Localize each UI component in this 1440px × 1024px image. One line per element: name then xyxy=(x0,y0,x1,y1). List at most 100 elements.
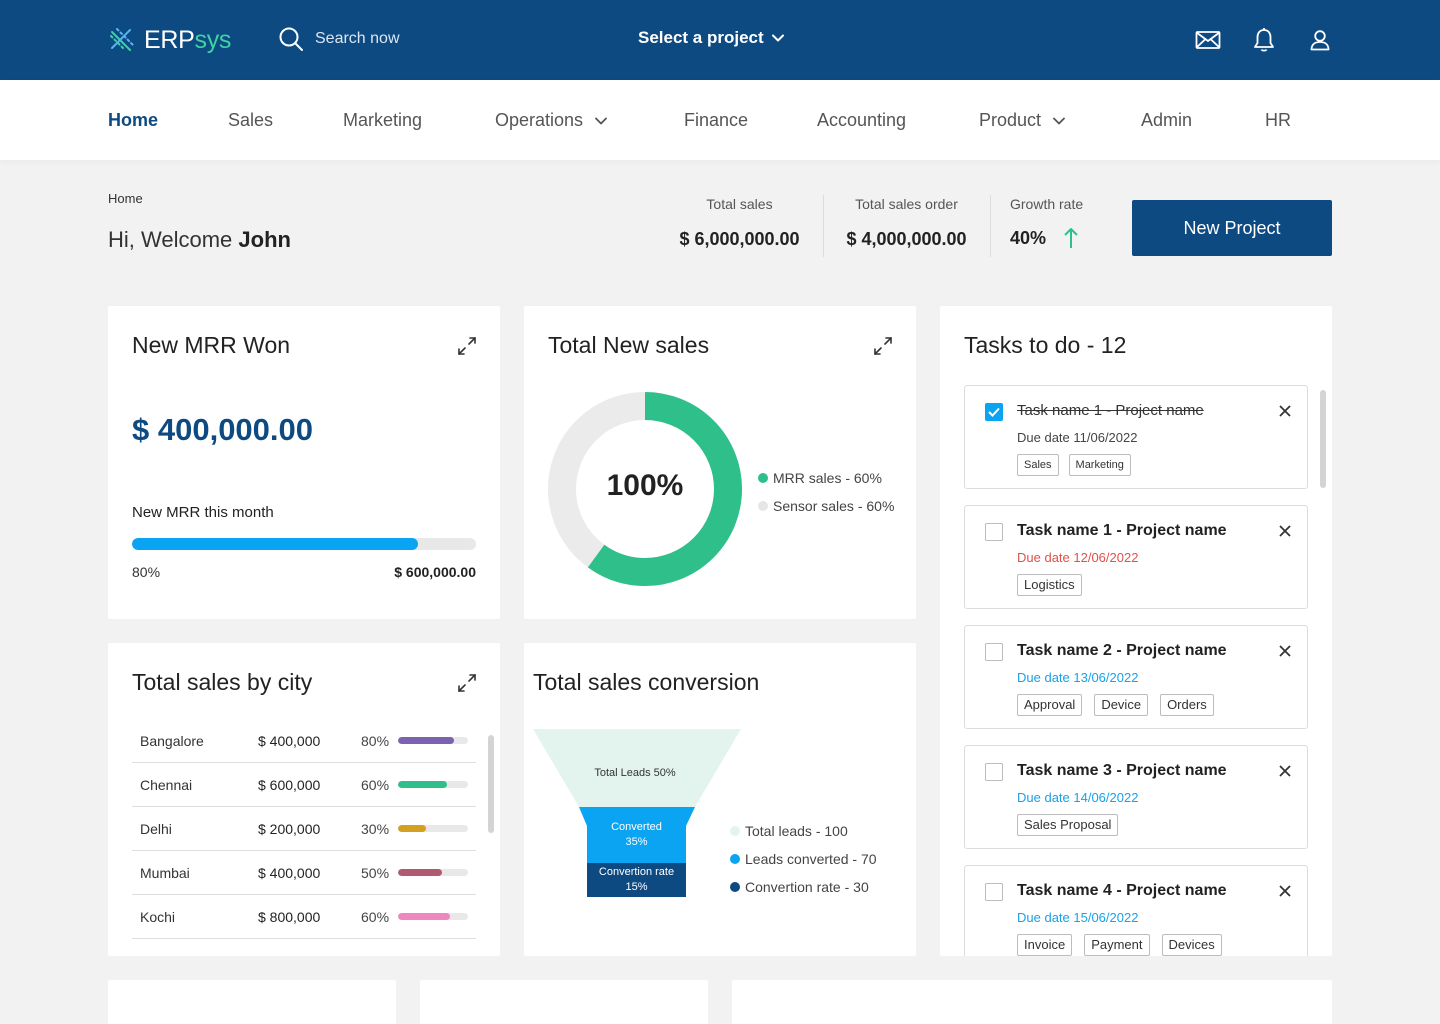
task-list: Task name 1 - Project name Due date 11/0… xyxy=(964,385,1308,956)
table-row: Bangalore $ 400,000 80% xyxy=(132,719,476,763)
task-title: Task name 4 - Project name xyxy=(1017,882,1227,899)
city-bar xyxy=(398,825,468,832)
bell-icon[interactable] xyxy=(1251,27,1277,53)
task-due-date: Due date 13/06/2022 xyxy=(1017,670,1139,685)
task-checkbox[interactable] xyxy=(985,643,1003,661)
task-title: Task name 1 - Project name xyxy=(1017,402,1204,419)
close-icon[interactable] xyxy=(1279,525,1291,537)
task-item: Task name 3 - Project name Due date 14/0… xyxy=(964,745,1308,849)
expand-icon[interactable] xyxy=(873,336,893,356)
nav-finance[interactable]: Finance xyxy=(684,110,749,130)
legend-dot xyxy=(730,826,740,836)
stat-total-sales: Total sales $ 6,000,000.00 xyxy=(676,196,803,250)
project-select-label: Select a project xyxy=(638,28,764,47)
nav-home[interactable]: Home xyxy=(108,110,159,130)
funnel-label-rate: Convertion rate 15% xyxy=(587,865,686,895)
table-row: Chennai $ 600,000 60% xyxy=(132,763,476,807)
task-tag[interactable]: Device xyxy=(1094,694,1149,716)
task-item: Task name 2 - Project name Due date 13/0… xyxy=(964,625,1308,729)
city-amount: $ 800,000 xyxy=(258,908,321,925)
search-bar[interactable]: Search now xyxy=(278,26,400,52)
stat-label: Total sales xyxy=(706,196,773,212)
legend-dot xyxy=(758,501,768,511)
task-tag[interactable]: Devices xyxy=(1161,934,1222,956)
mrr-percent: 80% xyxy=(132,564,161,580)
city-bar-fill xyxy=(398,869,443,876)
card-tasks: Tasks to do - 12 Task name 1 - Project n… xyxy=(940,306,1332,956)
city-amount: $ 400,000 xyxy=(258,864,321,881)
legend-label: Total leads - 100 xyxy=(745,823,848,839)
task-checkbox[interactable] xyxy=(985,523,1003,541)
nav-product[interactable]: Product xyxy=(979,110,1065,131)
nav-accounting[interactable]: Accounting xyxy=(817,110,907,130)
legend-item: Convertion rate - 30 xyxy=(730,879,869,895)
task-due-date: Due date 11/06/2022 xyxy=(1017,430,1138,445)
card-bottom-1 xyxy=(108,980,396,1024)
stat-divider xyxy=(823,195,824,257)
nav-sales[interactable]: Sales xyxy=(228,110,274,130)
nav-hr[interactable]: HR xyxy=(1265,110,1291,130)
task-due-date: Due date 15/06/2022 xyxy=(1017,910,1139,925)
task-checkbox[interactable] xyxy=(985,403,1003,421)
task-tag[interactable]: Logistics xyxy=(1017,574,1082,596)
nav-product-label: Product xyxy=(979,110,1042,130)
legend-dot xyxy=(730,854,740,864)
table-row: Kochi $ 800,000 60% xyxy=(132,895,476,939)
task-tag[interactable]: Marketing xyxy=(1068,454,1131,476)
close-icon[interactable] xyxy=(1279,645,1291,657)
stat-value: $ 6,000,000.00 xyxy=(679,229,800,249)
task-tag[interactable]: Sales xyxy=(1017,454,1059,476)
task-checkbox[interactable] xyxy=(985,763,1003,781)
welcome-message: Hi, Welcome John xyxy=(108,227,291,253)
project-select[interactable]: Select a project xyxy=(638,28,784,48)
app-logo[interactable]: ERPsys xyxy=(108,24,231,56)
close-icon[interactable] xyxy=(1279,405,1291,417)
task-item: Task name 4 - Project name Due date 15/0… xyxy=(964,865,1308,956)
new-project-button[interactable]: New Project xyxy=(1132,200,1332,256)
legend-item: Leads converted - 70 xyxy=(730,851,877,867)
search-icon xyxy=(279,27,303,51)
nav-operations[interactable]: Operations xyxy=(495,110,607,131)
task-tag[interactable]: Payment xyxy=(1084,934,1150,956)
card-bottom-3 xyxy=(732,980,1332,1024)
breadcrumb[interactable]: Home xyxy=(108,191,143,206)
task-tag[interactable]: Orders xyxy=(1160,694,1214,716)
task-tag[interactable]: Approval xyxy=(1017,694,1083,716)
scrollbar[interactable] xyxy=(1320,390,1326,488)
nav-marketing[interactable]: Marketing xyxy=(343,110,423,130)
city-percent: 30% xyxy=(361,820,390,837)
donut-chart xyxy=(548,392,742,586)
legend-item: Total leads - 100 xyxy=(730,823,848,839)
close-icon[interactable] xyxy=(1279,885,1291,897)
user-icon[interactable] xyxy=(1307,27,1333,53)
card-title: Total sales conversion xyxy=(533,669,760,695)
nav-admin[interactable]: Admin xyxy=(1141,110,1193,130)
funnel-label-leads: Total Leads 50% xyxy=(594,767,676,779)
card-bottom-2 xyxy=(420,980,708,1024)
task-tag[interactable]: Sales Proposal xyxy=(1017,814,1119,836)
chevron-down-icon xyxy=(1053,117,1065,124)
city-bar xyxy=(398,781,468,788)
search-input[interactable]: Search now xyxy=(315,30,400,47)
task-tags: Sales Marketing xyxy=(1017,454,1141,476)
city-percent: 60% xyxy=(361,776,390,793)
expand-icon[interactable] xyxy=(457,673,477,693)
close-icon[interactable] xyxy=(1279,765,1291,777)
card-title: Total New sales xyxy=(548,332,710,358)
task-tag[interactable]: Invoice xyxy=(1017,934,1073,956)
stat-label: Growth rate xyxy=(1010,196,1084,212)
legend-label: Leads converted - 70 xyxy=(745,851,877,867)
scrollbar[interactable] xyxy=(488,735,494,833)
stat-label: Total sales order xyxy=(855,196,958,212)
city-bar-fill xyxy=(398,737,454,744)
welcome-prefix: Hi, Welcome xyxy=(108,227,233,252)
city-bar-fill xyxy=(398,825,426,832)
task-checkbox[interactable] xyxy=(985,883,1003,901)
expand-icon[interactable] xyxy=(457,336,477,356)
mail-icon[interactable] xyxy=(1195,27,1221,53)
legend-item: MRR sales - 60% xyxy=(758,470,882,486)
city-bar-fill xyxy=(398,913,450,920)
donut-center-value: 100% xyxy=(606,469,684,502)
legend-label: MRR sales - 60% xyxy=(773,470,882,486)
card-sales-conversion: Total sales conversion Total Leads 50% C… xyxy=(524,643,916,956)
